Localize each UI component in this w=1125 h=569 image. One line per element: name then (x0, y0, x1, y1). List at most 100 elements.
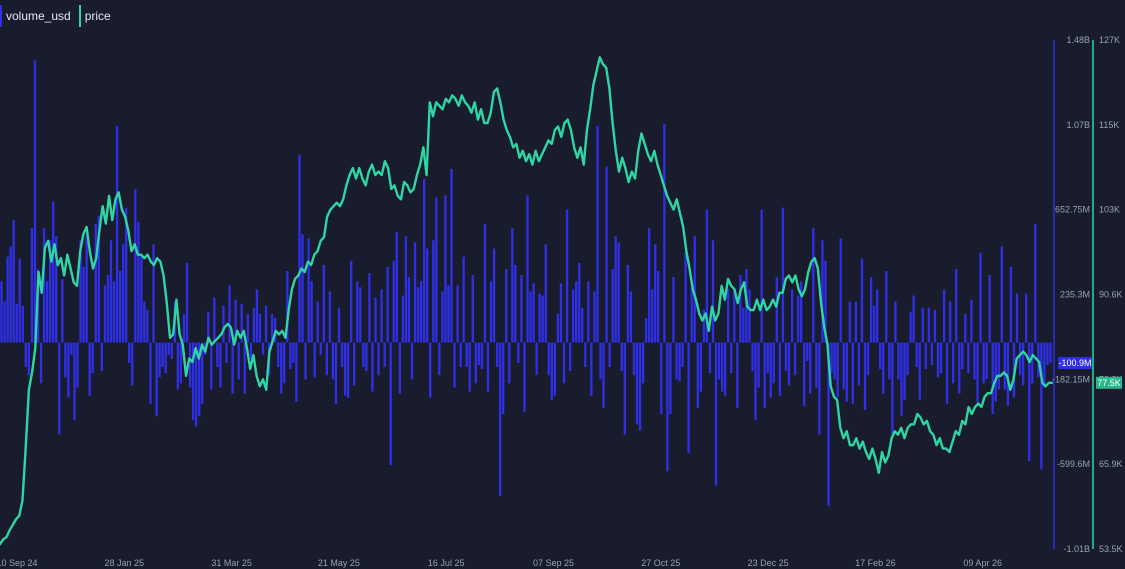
volume-bar (985, 342, 988, 380)
volume-bar (225, 342, 228, 363)
volume-bar (6, 256, 9, 343)
volume-bar (790, 289, 794, 343)
volume-bar (283, 342, 286, 384)
volume-bar (374, 297, 377, 343)
volume-bar (751, 342, 754, 372)
volume-bar (836, 342, 839, 398)
volume-bar (121, 244, 125, 343)
volume-bar (55, 236, 58, 343)
x-tick-label: 16 Jul 25 (428, 558, 465, 568)
volume-bar (304, 342, 307, 380)
volume-bar (717, 342, 721, 380)
volume-bar (514, 264, 517, 343)
volume-bar (350, 260, 353, 343)
volume-bar (605, 166, 608, 343)
volume-bar (337, 307, 341, 343)
volume-bar (684, 252, 687, 343)
volume-bar (9, 246, 12, 343)
legend-item-volume[interactable]: volume_usd (0, 5, 79, 27)
x-tick-label: 23 Dec 25 (748, 558, 789, 568)
volume-bar (325, 342, 329, 376)
volume-bar (331, 342, 335, 380)
volume-bar (921, 307, 924, 343)
volume-bar (146, 309, 149, 343)
volume-bar (310, 281, 313, 343)
volume-bar (845, 342, 848, 402)
volume-tick-label: 1.48B (1066, 35, 1090, 45)
volume-bar (322, 264, 325, 343)
volume-bar (33, 60, 37, 343)
volume-bar (587, 281, 590, 343)
volume-bar (73, 342, 76, 421)
volume-bar (477, 342, 481, 366)
volume-bar (611, 268, 614, 343)
volume-bar (672, 277, 675, 343)
volume-bar (30, 228, 34, 343)
volume-bar (483, 223, 487, 343)
volume-bar (456, 285, 459, 343)
volume-bar (76, 342, 79, 388)
volume-bar (708, 342, 712, 374)
volume-bar (343, 342, 347, 396)
volume-bar (626, 264, 630, 343)
volume-bar (371, 342, 374, 392)
volume-bar (118, 270, 122, 343)
volume-bar (18, 258, 21, 343)
volume-bar (967, 342, 970, 374)
volume-bar (49, 240, 52, 343)
volume-bar (64, 342, 67, 378)
volume-bar (608, 342, 611, 368)
volume-bar (419, 281, 423, 343)
volume-bar (806, 342, 809, 361)
volume-bar (635, 342, 639, 425)
volume-bar (793, 342, 797, 376)
volume-bar (115, 125, 119, 343)
volume-bar (863, 342, 867, 410)
volume-bar (912, 295, 915, 343)
volume-tick-label: -599.6M (1057, 459, 1090, 469)
volume-bar (988, 275, 991, 343)
volume-bar (489, 281, 493, 343)
volume-bar (857, 342, 861, 386)
volume-tick-label: -182.15M (1052, 374, 1090, 384)
volume-bar (125, 207, 128, 343)
volume-bar (663, 123, 666, 343)
volume-bar (210, 342, 213, 390)
volume-bar (474, 342, 477, 384)
volume-bar (158, 342, 161, 378)
volume-bar (389, 342, 392, 466)
volume-bar (307, 238, 310, 343)
volume-bar (699, 342, 702, 392)
volume-bars (0, 60, 1052, 507)
volume-bar (559, 283, 563, 343)
volume-bar (1028, 342, 1031, 462)
volume-bar (891, 342, 894, 435)
volume-bar (21, 305, 24, 343)
volume-bar (429, 342, 432, 398)
volume-bar (547, 342, 550, 376)
volume-bar (693, 236, 696, 343)
volume-bar (641, 342, 645, 384)
volume-bar (900, 342, 903, 417)
volume-bar (231, 342, 234, 394)
volume-bar (739, 275, 742, 343)
volume-tick-label: 652.75M (1055, 205, 1090, 215)
volume-bar (398, 342, 401, 394)
volume-bar (568, 342, 572, 372)
volume-bar (906, 342, 909, 376)
volume-bar (942, 289, 946, 343)
volume-bar (602, 342, 605, 408)
volume-bar (839, 238, 842, 343)
volume-bar (903, 342, 906, 400)
legend-item-price[interactable]: price (78, 5, 119, 27)
volume-bar (176, 342, 180, 390)
volume-bar (666, 342, 669, 472)
volume-bar (100, 342, 104, 372)
price-tick-label: 127K (1099, 35, 1120, 45)
volume-tick-label: 1.07B (1066, 120, 1090, 130)
volume-bar (590, 342, 593, 396)
volume-bar (1021, 342, 1025, 386)
volume-bar (79, 240, 82, 343)
volume-bar (149, 342, 152, 404)
volume-bar (736, 342, 739, 408)
